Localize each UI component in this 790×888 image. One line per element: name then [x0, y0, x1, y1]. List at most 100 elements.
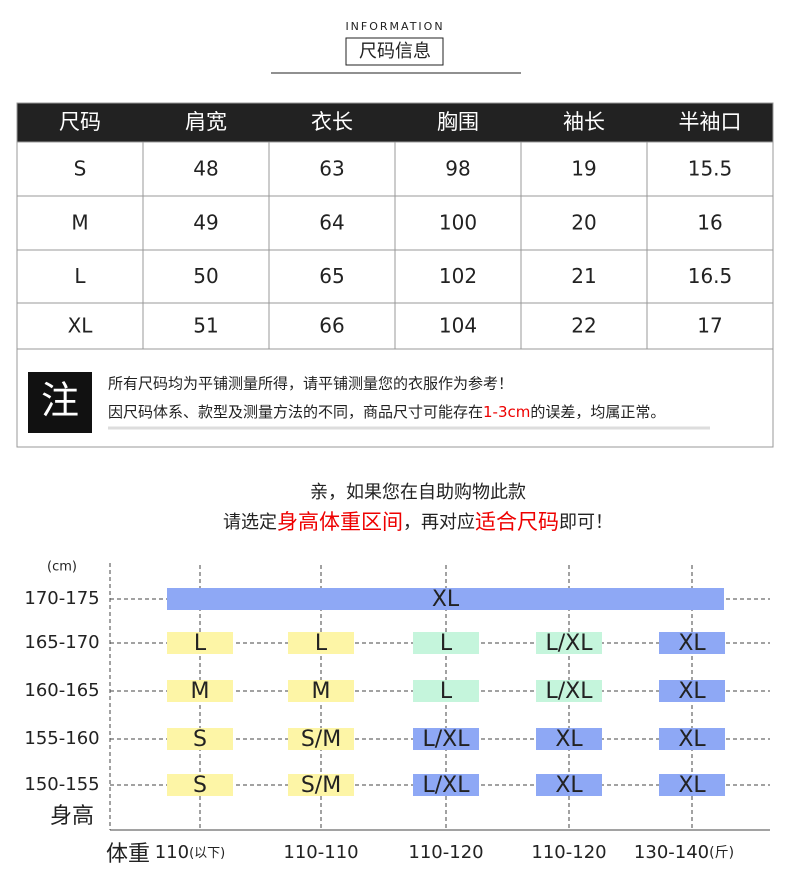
note-text: 的误差，均属正常。 [530, 403, 665, 421]
size-label: L [315, 631, 328, 656]
size-cell [167, 728, 233, 750]
table-cell: 16 [697, 211, 722, 235]
size-label: S [193, 773, 207, 798]
y-unit: (cm) [47, 560, 77, 575]
note-line: 所有尺码均为平铺测量所得，请平铺测量您的衣服作为参考！ [108, 375, 513, 393]
note-text: 1-3cm [483, 403, 530, 421]
guide-text: 即可！ [559, 512, 613, 533]
size-cell [536, 774, 602, 796]
note-badge: 注 [41, 379, 79, 423]
row-label: 155-160 [24, 728, 99, 749]
size-label: XL [678, 773, 706, 798]
column-label: 130-140(斤) [634, 842, 734, 863]
column-header: 肩宽 [185, 110, 227, 134]
table-cell: 17 [697, 314, 722, 338]
size-label: XL [678, 727, 706, 752]
row-label: 150-155 [24, 774, 99, 795]
note-badge-bg [28, 372, 92, 433]
table-cell: XL [68, 314, 94, 338]
table-cell: 102 [439, 264, 477, 288]
size-label: XL [678, 631, 706, 656]
size-cell [413, 728, 479, 750]
table-cell: 20 [571, 211, 596, 235]
column-label: 110-120 [531, 842, 606, 863]
note-line: 因尺码体系、款型及测量方法的不同，商品尺寸可能存在1-3cm的误差，均属正常。 [108, 403, 665, 421]
column-value: 110-120 [531, 842, 606, 863]
column-value: 110-120 [408, 842, 483, 863]
table-cell: 98 [445, 157, 470, 181]
column-note: (斤) [709, 845, 734, 861]
size-label: S/M [301, 727, 341, 752]
guide-line: 亲，如果您在自助购物此款 [310, 482, 526, 503]
table-cell: S [74, 157, 87, 181]
column-value: 110 [155, 842, 189, 863]
column-header: 尺码 [59, 110, 101, 134]
size-label: XL [555, 773, 583, 798]
size-cell [413, 774, 479, 796]
size-label: L [440, 679, 453, 704]
size-cell [288, 632, 354, 654]
table-head [17, 103, 773, 142]
title-box [345, 37, 444, 66]
size-cell [413, 632, 479, 654]
size-label: L [194, 631, 207, 656]
table-cell: 104 [439, 314, 477, 338]
size-cell [288, 774, 354, 796]
size-label: L/XL [423, 773, 471, 798]
guide-text: ，再对应 [403, 512, 475, 533]
table-cell: 66 [319, 314, 344, 338]
size-label: S [193, 727, 207, 752]
column-label: 110-120 [408, 842, 483, 863]
size-label: XL [432, 587, 460, 612]
guide-text: 适合尺码 [475, 510, 559, 534]
note-text: 因尺码体系、款型及测量方法的不同，商品尺寸可能存在 [108, 403, 483, 421]
x-label: 体重 [106, 842, 150, 867]
size-label: S/M [301, 773, 341, 798]
table-cell: 48 [193, 157, 218, 181]
size-label: XL [678, 679, 706, 704]
size-cell [659, 774, 725, 796]
size-label: L/XL [423, 727, 471, 752]
column-header: 衣长 [311, 110, 353, 134]
table-cell: 16.5 [688, 264, 733, 288]
size-label: L/XL [546, 631, 594, 656]
guide-text: 身高体重区间 [277, 510, 403, 534]
table-cell: 63 [319, 157, 344, 181]
table-cell: 15.5 [688, 157, 733, 181]
column-value: 130-140 [634, 842, 709, 863]
y-label: 身高 [50, 804, 94, 829]
table-frame [16, 102, 774, 448]
column-label: 110-110 [283, 842, 358, 863]
size-cell [536, 632, 602, 654]
size-label: L/XL [546, 679, 594, 704]
size-cell [167, 632, 233, 654]
table-cell: L [74, 264, 86, 288]
table-cell: M [71, 211, 88, 235]
size-cell [167, 774, 233, 796]
guide-line: 请选定身高体重区间，再对应适合尺码即可！ [223, 510, 613, 534]
table-cell: 65 [319, 264, 344, 288]
column-header: 半袖口 [679, 110, 742, 134]
table-cell: 21 [571, 264, 596, 288]
row-label: 160-165 [24, 680, 99, 701]
row-label: 165-170 [24, 632, 99, 653]
size-label: L [440, 631, 453, 656]
table-cell: 22 [571, 314, 596, 338]
row-label: 170-175 [24, 588, 99, 609]
size-cell [167, 680, 233, 702]
column-note: (以下) [189, 846, 225, 861]
column-header: 胸围 [437, 110, 479, 134]
size-cell [413, 680, 479, 702]
size-label: XL [555, 727, 583, 752]
size-cell [536, 680, 602, 702]
size-cell [288, 728, 354, 750]
size-cell [167, 588, 724, 610]
size-cell [288, 680, 354, 702]
table-cell: 49 [193, 211, 218, 235]
header-label: INFORMATION [345, 20, 444, 33]
size-cell [659, 680, 725, 702]
column-header: 袖长 [563, 110, 605, 134]
table-cell: 64 [319, 211, 344, 235]
column-label: 110(以下) [155, 842, 226, 863]
